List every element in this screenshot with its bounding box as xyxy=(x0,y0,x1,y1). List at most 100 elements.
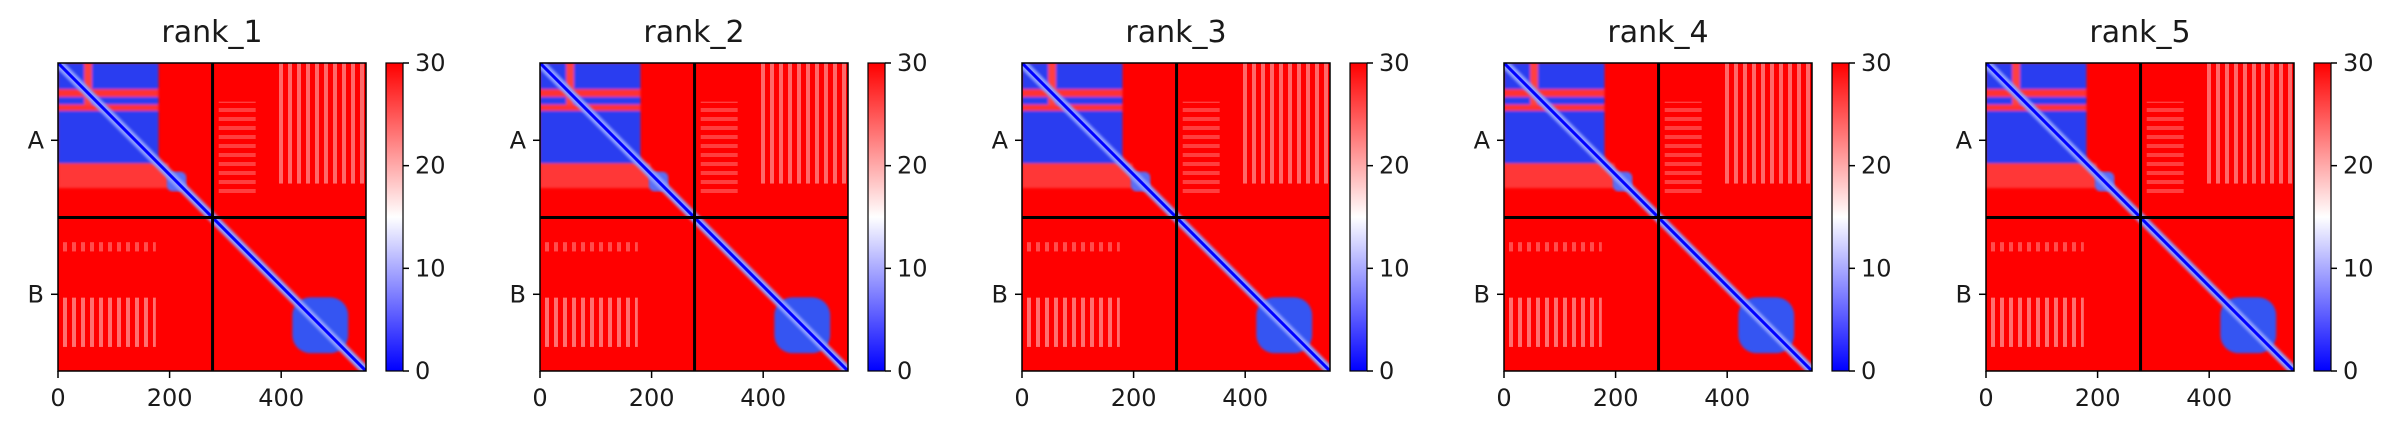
panel-rank_4: rank_4 0 200 400 A B 0 10 20 30 xyxy=(1474,15,1892,412)
panel-title: rank_4 xyxy=(1607,15,1708,50)
offdiag-streaks-top xyxy=(2202,63,2294,184)
offdiag-streaks-side xyxy=(2146,101,2184,195)
x-tick-label: 0 xyxy=(1496,384,1511,412)
offdiag-streaks-bottom-thin xyxy=(60,242,156,252)
offdiag-streaks-side xyxy=(1664,101,1702,195)
chainA-domain-gap-3 xyxy=(2012,63,2020,106)
offdiag-streaks-bottom xyxy=(542,297,638,347)
x-tick-label: 400 xyxy=(258,384,304,412)
y-tick-label: A xyxy=(1474,126,1491,154)
colorbar-tick-label: 30 xyxy=(2343,49,2374,77)
offdiag-streaks-side xyxy=(218,101,256,195)
x-tick-label: 0 xyxy=(1014,384,1029,412)
heatmap-frame xyxy=(539,62,849,372)
chainA-domain-tail xyxy=(1022,163,1133,189)
offdiag-streaks-bottom-thin xyxy=(1024,242,1120,252)
heatmap-frame xyxy=(1985,62,2295,372)
colorbar-tick-label: 30 xyxy=(1861,49,1892,77)
heatmap-frame xyxy=(1021,62,1331,372)
offdiag-streaks-bottom-thin xyxy=(1506,242,1602,252)
colorbar-tick-label: 30 xyxy=(1379,49,1410,77)
heatmap-frame xyxy=(57,62,367,372)
colorbar xyxy=(2313,62,2332,372)
offdiag-streaks-bottom xyxy=(1506,297,1602,347)
y-tick-label: B xyxy=(1474,280,1490,308)
offdiag-streaks-top xyxy=(274,63,366,184)
colorbar xyxy=(385,62,404,372)
colorbar xyxy=(1831,62,1850,372)
chainA-domain-tail xyxy=(1986,163,2097,189)
y-tick-label: A xyxy=(28,126,45,154)
colorbar-tick-label: 20 xyxy=(1861,152,1892,180)
x-tick-label: 400 xyxy=(1222,384,1268,412)
panel-title: rank_2 xyxy=(643,15,744,50)
colorbar-tick-label: 10 xyxy=(1861,254,1892,282)
chainA-domain-gap-1 xyxy=(540,89,641,97)
offdiag-streaks-bottom-thin xyxy=(1988,242,2084,252)
colorbar-tick-label: 10 xyxy=(2343,254,2374,282)
chainA-domain-gap-3 xyxy=(84,63,92,106)
colorbar-tick-label: 20 xyxy=(1379,152,1410,180)
x-tick-label: 200 xyxy=(629,384,675,412)
offdiag-streaks-top xyxy=(1720,63,1812,184)
colorbar-tick-label: 0 xyxy=(1379,357,1394,385)
chainA-domain-gap-3 xyxy=(1048,63,1056,106)
offdiag-streaks-top xyxy=(756,63,848,184)
offdiag-streaks-side xyxy=(700,101,738,195)
x-tick-label: 200 xyxy=(1111,384,1157,412)
offdiag-streaks-bottom xyxy=(60,297,156,347)
chainA-domain-tail xyxy=(540,163,651,189)
offdiag-streaks-top xyxy=(1238,63,1330,184)
panel-rank_3: rank_3 0 200 400 A B 0 10 20 30 xyxy=(992,15,1410,412)
x-tick-label: 400 xyxy=(2186,384,2232,412)
chainA-domain-gap-3 xyxy=(566,63,574,106)
chainA-domain-gap-1 xyxy=(1022,89,1123,97)
colorbar-tick-label: 20 xyxy=(2343,152,2374,180)
x-tick-label: 0 xyxy=(1978,384,1993,412)
colorbar-tick-label: 20 xyxy=(897,152,928,180)
heatmap-frame xyxy=(1503,62,1813,372)
panel-title: rank_5 xyxy=(2089,15,2190,50)
chainA-domain-gap-1 xyxy=(1504,89,1605,97)
chainA-domain-gap-1 xyxy=(58,89,159,97)
offdiag-streaks-bottom-thin xyxy=(542,242,638,252)
panel-rank_1: rank_1 0 200 400 A B 0 10 20 30 xyxy=(28,15,446,412)
chainA-domain-gap-1 xyxy=(1986,89,2087,97)
x-tick-label: 200 xyxy=(147,384,193,412)
y-tick-label: A xyxy=(992,126,1009,154)
colorbar-tick-label: 0 xyxy=(2343,357,2358,385)
colorbar xyxy=(1349,62,1368,372)
chainA-domain-tail xyxy=(58,163,169,189)
y-tick-label: A xyxy=(510,126,527,154)
offdiag-streaks-bottom xyxy=(1988,297,2084,347)
y-tick-label: B xyxy=(28,280,44,308)
offdiag-streaks-bottom xyxy=(1024,297,1120,347)
chainA-domain-tail xyxy=(1504,163,1615,189)
colorbar xyxy=(867,62,886,372)
panel-rank_2: rank_2 0 200 400 A B 0 10 20 30 xyxy=(510,15,928,412)
colorbar-tick-label: 20 xyxy=(415,152,446,180)
y-tick-label: A xyxy=(1956,126,1973,154)
y-tick-label: B xyxy=(510,280,526,308)
colorbar-tick-label: 10 xyxy=(897,254,928,282)
x-tick-label: 400 xyxy=(1704,384,1750,412)
y-tick-label: B xyxy=(1956,280,1972,308)
colorbar-tick-label: 0 xyxy=(1861,357,1876,385)
x-tick-label: 200 xyxy=(2075,384,2121,412)
colorbar-tick-label: 0 xyxy=(415,357,430,385)
x-tick-label: 0 xyxy=(50,384,65,412)
colorbar-tick-label: 30 xyxy=(415,49,446,77)
colorbar-tick-label: 10 xyxy=(415,254,446,282)
x-tick-label: 0 xyxy=(532,384,547,412)
x-tick-label: 200 xyxy=(1593,384,1639,412)
x-tick-label: 400 xyxy=(740,384,786,412)
offdiag-streaks-side xyxy=(1182,101,1220,195)
panel-title: rank_3 xyxy=(1125,15,1226,50)
colorbar-tick-label: 0 xyxy=(897,357,912,385)
y-tick-label: B xyxy=(992,280,1008,308)
panel-rank_5: rank_5 0 200 400 A B 0 10 20 30 xyxy=(1956,15,2374,412)
panel-title: rank_1 xyxy=(161,15,262,50)
colorbar-tick-label: 30 xyxy=(897,49,928,77)
colorbar-tick-label: 10 xyxy=(1379,254,1410,282)
